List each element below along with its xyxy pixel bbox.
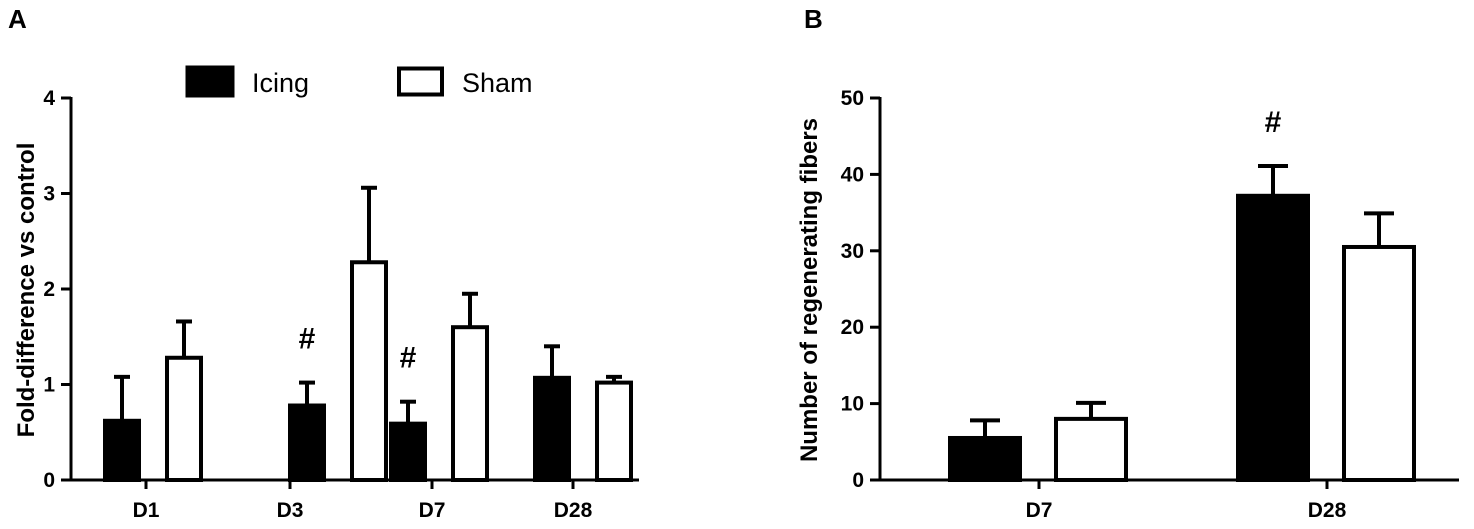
bar-icing-d7 [948,435,1022,483]
bar-sham-d28 [595,380,633,482]
x-tick-label-d28: D28 [1308,499,1347,522]
bar-icing-d28 [1236,193,1310,483]
bar-icing-d1 [103,418,141,483]
significance-marker-d7: # [400,342,417,375]
x-tick-label-d1: D1 [133,499,160,522]
panel-a-axes: 0 1 2 3 4 D1 D3 D7 D28 [43,87,639,522]
bar-icing-d28 [533,375,571,482]
legend-label-sham: Sham [462,68,533,98]
x-tick-label-d3: D3 [277,499,304,522]
significance-marker-d3: # [299,323,316,356]
panel-b-letter: B [804,4,823,34]
legend-swatch-icing [185,65,235,98]
bar-sham-d3 [350,260,388,483]
y-tick-label: 1 [43,374,55,397]
panel-a-y-axis-label: Fold-difference vs control [13,143,40,438]
y-tick-label: 4 [43,87,55,110]
y-tick-label: 2 [43,278,55,301]
legend-swatch-sham [397,66,444,97]
y-tick-label: 0 [43,469,55,492]
panel-b: B Number of regenerating fibers 0 10 20 30 4… [796,4,1459,522]
x-tick-label-d28: D28 [554,499,593,522]
panel-a-legend: Icing Sham [185,65,533,98]
y-tick-label: 50 [841,87,864,110]
panel-a-bars: ## [103,185,633,483]
bar-sham-d28 [1342,244,1416,482]
y-tick-label: 0 [852,469,864,492]
bar-icing-d7 [389,421,427,482]
y-tick-label: 40 [841,163,864,186]
panel-b-y-axis-label: Number of regenerating fibers [796,118,823,462]
x-tick-label-d7: D7 [1026,499,1053,522]
bar-icing-d3 [288,403,326,483]
x-tick-label-d7: D7 [419,499,446,522]
significance-marker-d28: # [1265,106,1282,139]
panel-a: A Fold-difference vs control Icing Sham … [8,4,639,522]
y-tick-label: 10 [841,393,864,416]
bar-sham-d7 [1054,416,1128,483]
y-tick-label: 20 [841,316,864,339]
y-tick-label: 30 [841,240,864,263]
panel-a-letter: A [8,4,27,34]
panel-b-bars: # [948,106,1416,483]
bar-sham-d1 [165,355,203,483]
y-tick-label: 3 [43,183,55,206]
bar-sham-d7 [451,325,489,483]
legend-label-icing: Icing [252,68,309,98]
